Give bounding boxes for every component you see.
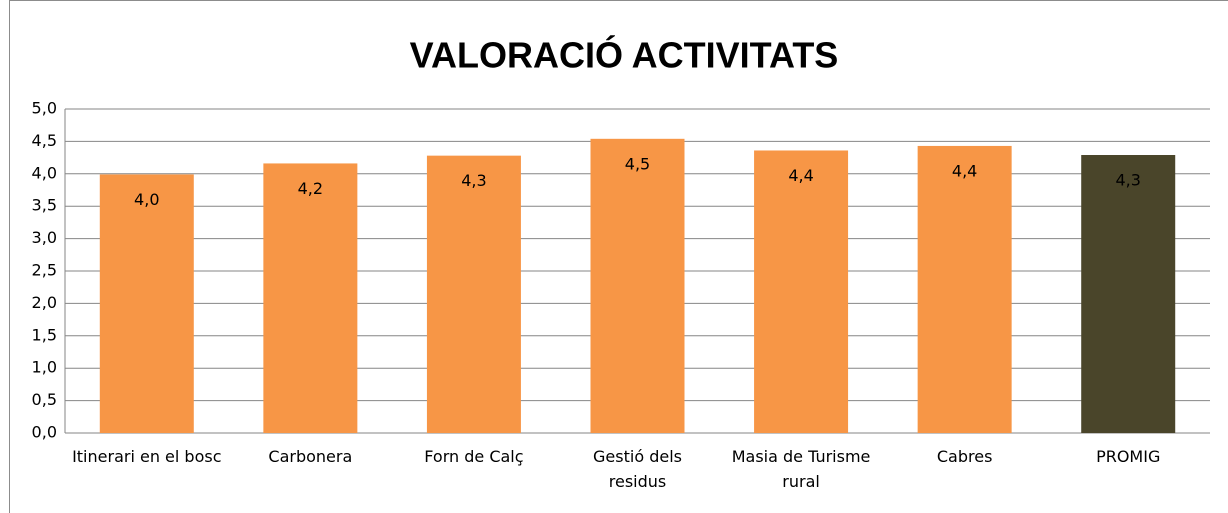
value-label: 4,3 bbox=[1115, 171, 1140, 190]
x-tick-label: Forn de Calç bbox=[424, 447, 524, 466]
x-tick-label: Carbonera bbox=[268, 447, 353, 466]
y-tick-label: 5,0 bbox=[32, 99, 57, 118]
y-tick-label: 2,5 bbox=[32, 261, 57, 280]
bar bbox=[426, 155, 521, 433]
value-label: 4,4 bbox=[788, 166, 813, 185]
value-label: 4,2 bbox=[298, 179, 323, 198]
chart-title: VALORACIÓ ACTIVITATS bbox=[410, 34, 839, 76]
y-tick-label: 2,0 bbox=[32, 293, 57, 312]
y-tick-label: 1,5 bbox=[32, 325, 57, 344]
bar bbox=[590, 138, 685, 434]
bar bbox=[917, 145, 1012, 433]
y-tick-label: 1,0 bbox=[32, 358, 57, 377]
x-tick-label: Masia de Turisme rural bbox=[731, 447, 871, 491]
bar bbox=[1081, 155, 1176, 433]
value-label: 4,5 bbox=[625, 154, 650, 173]
bar bbox=[99, 174, 194, 433]
x-tick-label: Gestió dels residus bbox=[593, 447, 682, 491]
x-tick-label: Cabres bbox=[936, 447, 993, 466]
bar bbox=[754, 150, 849, 434]
y-tick-label: 0,5 bbox=[32, 390, 57, 409]
bar bbox=[263, 163, 358, 433]
y-tick-label: 0,0 bbox=[32, 423, 57, 442]
y-tick-label: 4,0 bbox=[32, 163, 57, 182]
value-label: 4,4 bbox=[952, 161, 977, 180]
x-tick-label: Itinerari en el bosc bbox=[72, 447, 222, 466]
x-tick-label: PROMIG bbox=[1096, 447, 1161, 466]
y-tick-label: 3,0 bbox=[32, 228, 57, 247]
value-label: 4,3 bbox=[461, 171, 486, 190]
value-label: 4,0 bbox=[134, 190, 159, 209]
y-tick-label: 4,5 bbox=[32, 131, 57, 150]
y-tick-label: 3,5 bbox=[32, 196, 57, 215]
